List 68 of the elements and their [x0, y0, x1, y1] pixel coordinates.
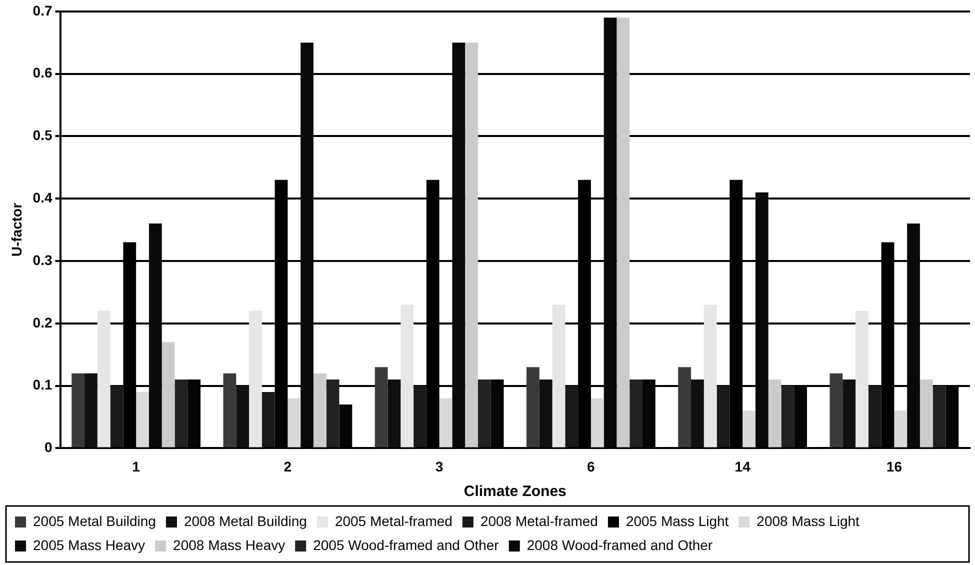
legend-label: 2008 Mass Light [756, 512, 860, 529]
y-tick-label: 0 [44, 439, 52, 456]
x-tick-label: 3 [435, 458, 444, 474]
bar [136, 392, 149, 448]
bar [856, 310, 868, 448]
legend-label: 2008 Mass Heavy [173, 536, 286, 553]
y-tick-label: 0.4 [32, 189, 52, 206]
bar [174, 380, 188, 448]
bar [465, 42, 478, 448]
legend-label: 2008 Wood-framed and Other [526, 536, 713, 553]
legend-label: 2008 Metal-framed [480, 512, 598, 529]
bar [830, 373, 843, 448]
bar [526, 367, 540, 448]
bar [590, 398, 604, 448]
y-tick-label: 0.3 [32, 252, 52, 268]
bar [678, 367, 692, 448]
bar [223, 373, 236, 448]
x-tick-label: 14 [734, 458, 751, 474]
bar [742, 410, 756, 448]
y-tick-label: 0.5 [32, 127, 52, 144]
bar [388, 380, 401, 448]
y-tick-label: 0.1 [32, 376, 52, 393]
x-tick-label: 16 [886, 458, 902, 474]
bar [539, 380, 552, 448]
legend-label: 2005 Mass Light [626, 512, 729, 529]
bar [616, 18, 630, 448]
bar [552, 304, 566, 448]
bar [781, 386, 794, 448]
y-tick-label: 0.2 [32, 314, 52, 330]
bar [768, 380, 782, 448]
bar [326, 380, 340, 448]
y-tick-label: 0.6 [32, 64, 52, 81]
bar [374, 367, 388, 448]
legend-label: 2005 Metal Building [33, 512, 156, 529]
bar [313, 373, 326, 448]
bar [249, 310, 262, 448]
bar [236, 386, 250, 448]
y-axis-title: U-factor [8, 202, 24, 257]
bar [716, 386, 730, 448]
x-tick-label: 6 [587, 458, 596, 474]
bar [97, 310, 110, 448]
legend-label: 2005 Mass Heavy [33, 536, 146, 553]
bar [262, 392, 275, 448]
bar [414, 386, 426, 448]
bar [110, 386, 124, 448]
legend-label: 2005 Metal-framed [334, 512, 452, 529]
legend-label: 2005 Wood-framed and Other [313, 536, 500, 553]
bar [400, 304, 414, 448]
x-axis-title: Climate Zones [464, 483, 566, 500]
bar [84, 373, 98, 448]
bar [565, 386, 578, 448]
bar [478, 380, 491, 448]
y-tick-label: 0.7 [32, 2, 52, 18]
bar [842, 380, 856, 448]
bar [691, 380, 704, 448]
bar [868, 386, 882, 448]
bar [288, 398, 301, 448]
bar [72, 373, 85, 448]
bar [439, 398, 452, 448]
bar [704, 304, 717, 448]
bar [162, 342, 175, 448]
legend-label: 2008 Metal Building [184, 512, 307, 529]
bar [932, 386, 946, 448]
x-tick-label: 2 [284, 458, 292, 474]
bar [920, 380, 933, 448]
bar [894, 410, 908, 448]
bar [630, 380, 642, 448]
x-tick-label: 1 [132, 458, 140, 474]
